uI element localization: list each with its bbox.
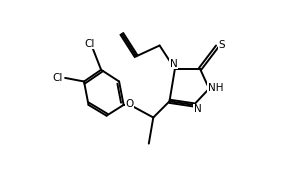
Text: Cl: Cl xyxy=(52,73,62,83)
Text: S: S xyxy=(218,40,225,50)
Text: N: N xyxy=(194,104,201,114)
Text: N: N xyxy=(170,58,177,68)
Text: NH: NH xyxy=(208,83,223,93)
Text: O: O xyxy=(125,99,134,109)
Text: Cl: Cl xyxy=(84,39,95,49)
